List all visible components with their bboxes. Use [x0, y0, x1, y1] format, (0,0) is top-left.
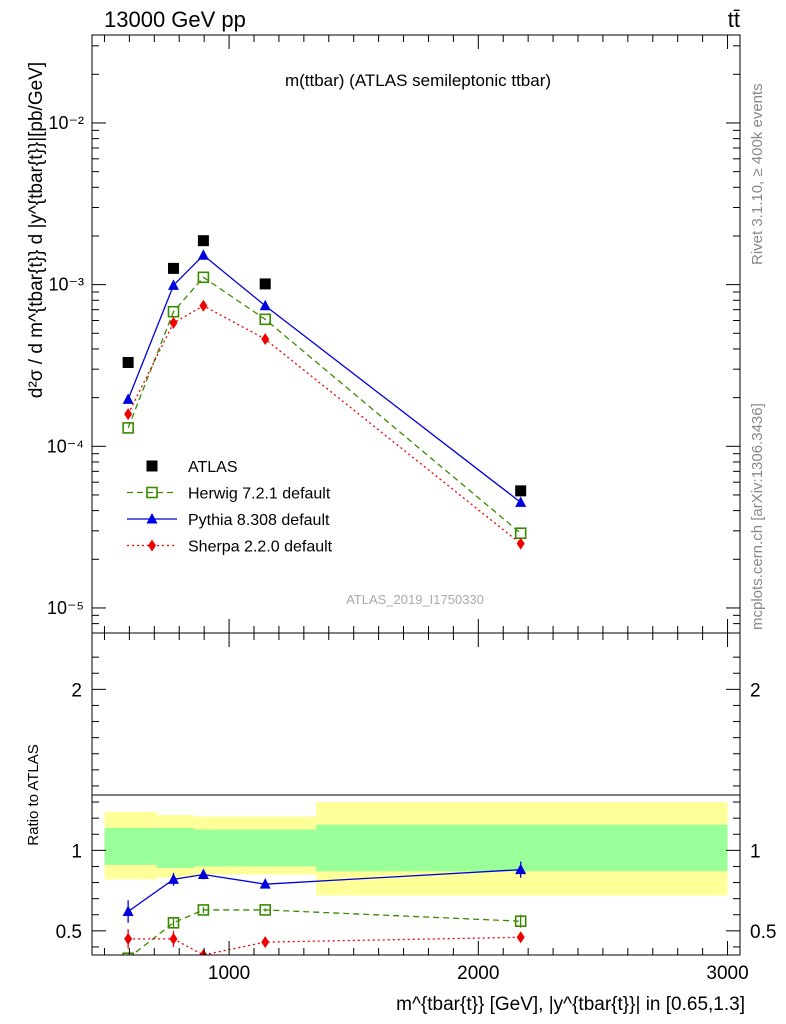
sherpa-ratio-point	[169, 932, 178, 945]
main-title: m(ttbar) (ATLAS semileptonic ttbar)	[285, 71, 551, 90]
sherpa-point	[124, 408, 133, 421]
legend-label: Sherpa 2.2.0 default	[188, 539, 333, 556]
herwig-ratio-point	[197, 904, 210, 916]
main-series-layer	[122, 235, 527, 550]
legend-label: ATLAS	[188, 459, 238, 476]
main-y-axis-label: d²σ / d m^{tbar{t}} d |y^{tbar{t}}|[pb/G…	[26, 62, 47, 398]
atlas-point	[259, 278, 271, 290]
herwig-ratio-point	[259, 904, 272, 916]
atlas-point	[197, 235, 209, 247]
y-tick-label: 10⁻⁴	[47, 436, 84, 456]
sherpa-ratio-point	[199, 949, 208, 955]
ratio-y-tick-label: 1	[71, 841, 82, 862]
atlas-point	[167, 262, 179, 274]
pythia-point	[122, 393, 134, 404]
pythia-ratio-point	[515, 863, 527, 875]
sherpa-point	[261, 333, 270, 346]
y-tick-label: 10⁻⁵	[47, 598, 84, 618]
pythia-ratio-point	[197, 868, 209, 879]
main-panel: 10⁻⁵ 10⁻⁴ 10⁻³ 10⁻² m(ttbar) (ATLAS semilep…	[26, 34, 741, 634]
legend: ATLAS Herwig 7.2.1 default Pythia 8.308 de…	[127, 459, 333, 556]
inner-band	[156, 827, 195, 869]
pythia-point	[167, 279, 179, 290]
ratio-y-tick-label-right: 1	[750, 841, 761, 862]
ratio-panel: 0.5 0.5 1 1 2 2 1000 2000 3000 Ratio to ATLAS m^…	[25, 632, 776, 1015]
x-tick-label: 3000	[706, 963, 748, 984]
ratio-frame	[91, 632, 741, 956]
sherpa-ratio-point	[516, 931, 525, 944]
ratio-axis-ticks: 0.5 0.5 1 1 2 2 1000 2000 3000	[56, 633, 776, 984]
sherpa-ratio-line	[128, 936, 521, 955]
pythia-point	[197, 249, 209, 260]
series-sherpa	[124, 299, 525, 550]
herwig-ratio-point	[167, 916, 180, 929]
legend-marker	[146, 513, 158, 524]
y-tick-label: 10⁻³	[48, 275, 84, 295]
legend-marker	[146, 486, 158, 499]
pythia-ratio-point	[167, 873, 179, 884]
herwig-point	[259, 313, 272, 326]
ratio-y-axis-label: Ratio to ATLAS	[25, 744, 42, 845]
x-tick-label: 1000	[208, 963, 250, 984]
pythia-point	[515, 496, 527, 507]
ratio-y-tick-label-right: 2	[750, 680, 761, 701]
herwig-ratio-point	[122, 952, 134, 955]
legend-marker	[146, 460, 158, 472]
series-atlas	[122, 235, 527, 497]
series-pythia	[122, 249, 527, 507]
series-herwig	[122, 271, 527, 540]
inner-band	[104, 827, 157, 865]
x-tick-label: 2000	[457, 963, 499, 984]
pythia-ratio-point	[259, 878, 271, 889]
sherpa-line	[127, 305, 522, 545]
atlas-point	[122, 356, 134, 368]
watermark: ATLAS_2019_I1750330	[346, 592, 484, 607]
pythia-point	[259, 299, 271, 311]
ratio-y-tick-label: 0.5	[56, 922, 82, 943]
ratio-series-sherpa	[124, 929, 525, 955]
sherpa-point	[199, 299, 208, 312]
herwig-line	[127, 276, 522, 534]
ratio-y-tick-label: 2	[71, 680, 82, 701]
pythia-ratio-point	[122, 905, 134, 917]
atlas-point	[515, 485, 527, 497]
legend-label: Herwig 7.2.1 default	[188, 486, 331, 503]
inner-band	[194, 829, 317, 867]
ratio-series-layer	[122, 861, 527, 955]
sherpa-ratio-point	[124, 932, 133, 945]
herwig-point	[122, 422, 134, 434]
mcplots-label: mcplots.cern.ch [arXiv:1306.3436]	[749, 403, 766, 630]
main-axis-ticks: 10⁻⁵ 10⁻⁴ 10⁻³ 10⁻²	[47, 35, 740, 634]
herwig-point	[197, 271, 210, 284]
legend-label: Pythia 8.308 default	[188, 512, 330, 529]
herwig-ratio-point	[514, 915, 527, 927]
sherpa-ratio-point	[261, 936, 270, 949]
ratio-series-pythia	[122, 861, 527, 923]
herwig-ratio-line	[131, 909, 521, 955]
ratio-series-herwig	[122, 904, 527, 955]
sherpa-point	[516, 537, 525, 550]
inner-band	[316, 824, 728, 872]
x-axis-label: m^{tbar{t}} [GeV], |y^{tbar{t}}| in [0.6…	[396, 994, 745, 1015]
ratio-y-tick-label-right: 0.5	[750, 922, 776, 943]
ratio-clipped	[122, 861, 527, 955]
uncertainty-bands	[104, 802, 728, 896]
legend-marker	[148, 539, 156, 552]
y-tick-label: 10⁻²	[48, 113, 84, 133]
process-label: tt̄	[728, 7, 740, 32]
herwig-point	[167, 305, 180, 318]
energy-label: 13000 GeV pp	[104, 7, 246, 32]
rivet-label: Rivet 3.1.10, ≥ 400k events	[749, 83, 766, 265]
sherpa-point	[169, 316, 178, 329]
